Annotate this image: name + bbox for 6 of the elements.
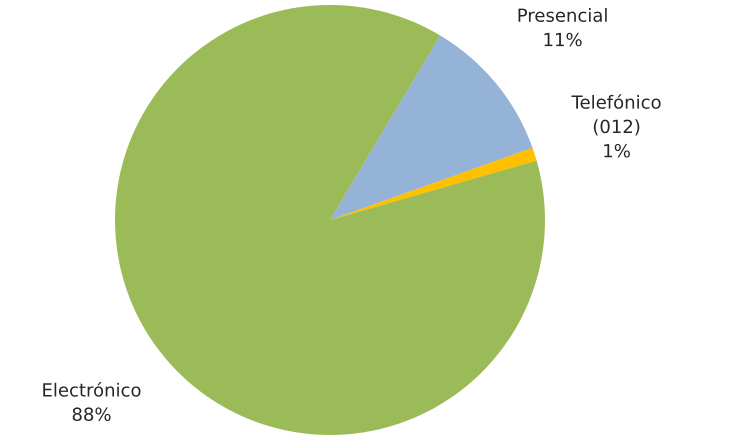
slice-label: Presencial bbox=[518, 8, 607, 22]
data-label: 11% bbox=[544, 32, 582, 46]
slice-label: Telefónico (012) bbox=[572, 94, 661, 136]
data-label: 88% bbox=[72, 407, 111, 422]
slice-label: Electrónico bbox=[43, 382, 141, 397]
data-label: 1% bbox=[604, 144, 630, 158]
